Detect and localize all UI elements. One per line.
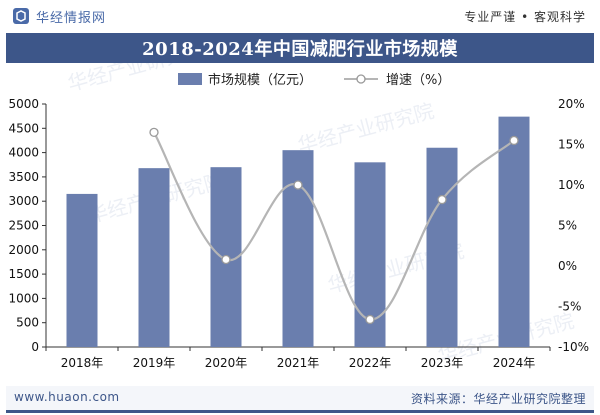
x-tick-label: 2022年 <box>349 356 392 370</box>
x-tick-label: 2019年 <box>133 356 176 370</box>
y2-tick-label: 0% <box>558 259 577 273</box>
legend-line-label: 增速（%） <box>386 73 450 88</box>
y-tick-label: 2500 <box>8 219 39 233</box>
footer: www.huaon.com 资料来源：华经产业研究院整理 <box>0 386 600 410</box>
website-link[interactable]: www.huaon.com <box>14 390 120 404</box>
bars <box>66 116 530 347</box>
bar <box>498 116 530 347</box>
y2-tick-label: 5% <box>558 219 577 233</box>
growth-point <box>293 180 303 190</box>
x-tick-label: 2021年 <box>277 356 320 370</box>
y-tick-label: 3500 <box>8 170 39 184</box>
chart-title: 2018-2024年中国减肥行业市场规模 <box>142 39 458 60</box>
x-tick-label: 2018年 <box>61 356 104 370</box>
bar <box>138 168 170 347</box>
y-tick-label: 4000 <box>8 146 39 160</box>
growth-line <box>149 127 519 325</box>
growth-point <box>149 127 159 137</box>
tagline: 专业严谨 • 客观科学 <box>464 10 586 24</box>
y-tick-label: 2000 <box>8 243 39 257</box>
y2-tick-label: 10% <box>558 178 585 192</box>
bar <box>66 193 98 347</box>
legend-bar-label: 市场规模（亿元） <box>208 72 312 88</box>
bar <box>426 147 458 347</box>
ticks: 0 500 1000 1500 2000 2500 3000 3500 4000 4500 5000… <box>8 97 589 370</box>
y-tick-label: 1500 <box>8 267 39 281</box>
y2-tick-label: -10% <box>558 340 589 354</box>
y2-tick-label: -5% <box>558 300 581 314</box>
watermark-text: 华经产业研究院 <box>295 98 436 157</box>
legend-bar-swatch <box>178 73 202 85</box>
growth-point <box>509 135 519 146</box>
bottom-rule <box>6 410 594 413</box>
brand[interactable]: 华经情报网 <box>12 6 106 26</box>
y-tick-label: 5000 <box>8 97 39 111</box>
x-tick-label: 2020年 <box>205 356 248 370</box>
growth-point <box>365 314 375 325</box>
y2-tick-label: 15% <box>558 138 585 152</box>
chart: 华经产业研究院华经产业研究院华经产业研究院华经产业研究院华经产业研究院 市场规模… <box>8 63 589 370</box>
logo-icon <box>13 8 29 24</box>
top-bar: 华经情报网 专业严谨 • 客观科学 <box>0 0 600 30</box>
x-tick-label: 2024年 <box>493 356 536 370</box>
y2-tick-label: 20% <box>558 97 585 111</box>
title-band: 2018-2024年中国减肥行业市场规模 <box>6 33 594 63</box>
footer-background <box>6 386 594 410</box>
x-tick-label: 2023年 <box>421 356 464 370</box>
legend: 市场规模（亿元） 增速（%） <box>178 72 450 88</box>
y-tick-label: 3000 <box>8 194 39 208</box>
legend-line-marker <box>356 74 366 84</box>
growth-point <box>221 254 231 265</box>
y-tick-label: 4500 <box>8 121 39 135</box>
brand-name: 华经情报网 <box>36 10 107 26</box>
y-tick-label: 0 <box>31 340 39 354</box>
y-tick-label: 500 <box>16 316 39 330</box>
growth-point <box>437 194 447 205</box>
data-source: 资料来源：华经产业研究院整理 <box>410 392 586 406</box>
y-tick-label: 1000 <box>8 291 39 305</box>
bar <box>282 150 314 347</box>
